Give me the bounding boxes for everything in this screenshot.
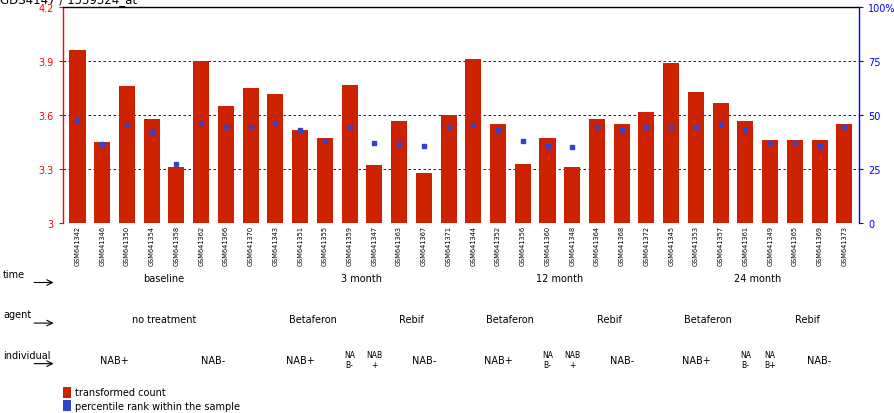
Text: Rebif: Rebif [794,314,819,324]
Bar [613,125,629,223]
Bar [637,112,654,223]
Text: GSM641357: GSM641357 [717,225,723,265]
Bar [835,125,851,223]
Text: NAB+: NAB+ [100,355,129,365]
Bar [588,119,604,223]
Text: NA
B-: NA B- [739,350,750,369]
Bar [786,141,802,223]
Bar [563,168,579,223]
Text: GSM641362: GSM641362 [198,225,204,265]
Bar [440,116,456,223]
Bar [316,139,333,223]
Text: NA
B-: NA B- [343,350,355,369]
Text: GSM641345: GSM641345 [668,225,673,265]
Bar [267,94,283,223]
Text: GSM641363: GSM641363 [396,225,401,265]
Text: Betaferon: Betaferon [486,314,534,324]
Text: GSM641356: GSM641356 [519,225,525,265]
Text: GSM641355: GSM641355 [322,225,327,265]
Bar [687,93,704,223]
Text: GSM641352: GSM641352 [494,225,501,265]
Text: GSM641372: GSM641372 [643,225,649,265]
Bar [217,107,233,223]
Text: NAB+: NAB+ [681,355,710,365]
Text: NAB
+: NAB + [563,350,579,369]
Text: 24 month: 24 month [733,274,780,284]
Text: GSM641347: GSM641347 [371,225,377,265]
Text: time: time [4,269,25,279]
Bar [242,89,258,223]
Text: GSM641342: GSM641342 [74,225,80,265]
Text: 3 month: 3 month [342,274,382,284]
Text: no treatment: no treatment [131,314,196,324]
Text: GSM641359: GSM641359 [346,225,352,265]
Bar [94,143,110,223]
Bar [737,121,753,223]
Bar [144,119,159,223]
Text: Betaferon: Betaferon [684,314,731,324]
Text: Rebif: Rebif [399,314,424,324]
Text: NAB-: NAB- [201,355,225,365]
Text: NAB+: NAB+ [483,355,512,365]
Bar [63,387,72,398]
Text: GSM641358: GSM641358 [173,225,179,265]
Text: GSM641354: GSM641354 [148,225,155,265]
Text: baseline: baseline [143,274,184,284]
Text: Betaferon: Betaferon [288,314,336,324]
Bar [811,141,827,223]
Text: percentile rank within the sample: percentile rank within the sample [74,401,240,411]
Text: GSM641343: GSM641343 [272,225,278,265]
Bar [391,121,407,223]
Text: GSM641349: GSM641349 [766,225,772,265]
Text: NA
B-: NA B- [542,350,552,369]
Text: GSM641350: GSM641350 [124,225,130,265]
Text: GSM641344: GSM641344 [469,225,476,265]
Bar [514,164,530,223]
Bar [119,87,135,223]
Bar [193,62,209,223]
Text: GSM641373: GSM641373 [840,225,847,265]
Text: agent: agent [4,309,31,319]
Text: GSM641366: GSM641366 [223,225,229,265]
Bar [712,103,728,223]
Text: GSM641364: GSM641364 [594,225,599,265]
Text: GSM641348: GSM641348 [569,225,575,265]
Text: GSM641367: GSM641367 [420,225,426,265]
Text: NAB-: NAB- [411,355,435,365]
Text: GSM641360: GSM641360 [544,225,550,265]
Text: NA
B+: NA B+ [763,350,775,369]
Text: GDS4147 / 1559324_at: GDS4147 / 1559324_at [0,0,137,6]
Bar [539,139,555,223]
Bar [416,173,432,223]
Text: GSM641365: GSM641365 [791,225,797,265]
Text: NAB-: NAB- [609,355,633,365]
Bar [489,125,505,223]
Text: GSM641370: GSM641370 [248,225,253,265]
Bar [63,400,72,411]
Bar [70,51,86,223]
Bar [762,141,777,223]
Text: GSM641371: GSM641371 [445,225,451,265]
Text: GSM641351: GSM641351 [297,225,303,265]
Text: GSM641361: GSM641361 [742,225,747,265]
Bar [342,85,358,223]
Text: NAB+: NAB+ [285,355,314,365]
Text: NAB-: NAB- [806,355,831,365]
Bar [291,130,308,223]
Bar [168,168,184,223]
Text: GSM641368: GSM641368 [618,225,624,265]
Text: GSM641346: GSM641346 [99,225,105,265]
Bar [662,64,679,223]
Text: Rebif: Rebif [596,314,621,324]
Text: individual: individual [4,350,51,360]
Text: transformed count: transformed count [74,387,165,397]
Text: NAB
+: NAB + [366,350,382,369]
Bar [465,60,481,223]
Text: GSM641369: GSM641369 [815,225,822,265]
Text: 12 month: 12 month [536,274,583,284]
Bar [366,166,382,223]
Text: GSM641353: GSM641353 [692,225,698,265]
